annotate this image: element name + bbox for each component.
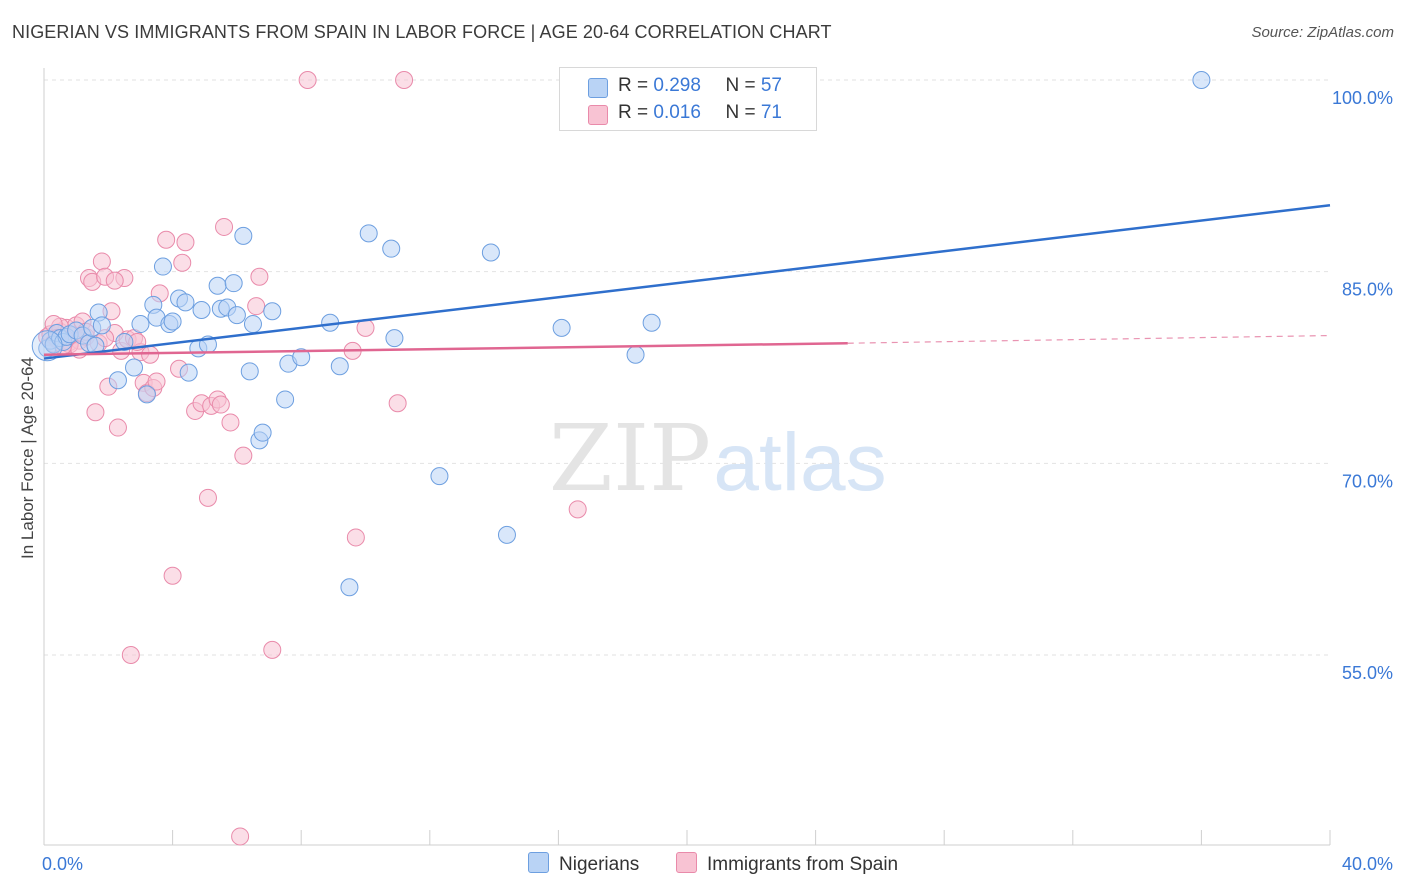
data-point-spain	[298, 71, 317, 89]
data-point-nigerians	[292, 348, 311, 367]
y-tick-label: 100.0%	[1332, 88, 1393, 108]
bottom-legend-swatch-nigerians	[528, 852, 549, 873]
data-point-nigerians	[330, 357, 349, 376]
data-point-spain	[231, 827, 250, 846]
data-point-nigerians	[276, 390, 295, 409]
data-point-nigerians	[125, 358, 144, 377]
data-point-spain	[234, 446, 253, 465]
data-point-spain	[173, 253, 192, 272]
data-point-spain	[86, 403, 105, 422]
watermark-zip: ZIP	[549, 405, 711, 512]
y-tick-label: 70.0%	[1342, 471, 1393, 491]
data-point-nigerians	[227, 306, 246, 325]
data-point-nigerians	[179, 363, 198, 382]
legend-r-label: R =	[618, 102, 654, 123]
x-tick-label: 0.0%	[42, 854, 83, 874]
data-point-spain	[250, 267, 269, 286]
data-point-nigerians	[626, 345, 645, 364]
data-point-nigerians	[481, 243, 500, 262]
bottom-legend-label-nigerians: Nigerians	[559, 854, 640, 875]
legend-swatch-nigerians	[588, 78, 608, 98]
data-point-spain	[176, 233, 195, 252]
x-tick-label: 40.0%	[1342, 854, 1393, 874]
source-label: Source: ZipAtlas.com	[1251, 24, 1394, 41]
tick-labels: 100.0% 85.0% 70.0% 55.0% 0.0% 40.0%	[42, 88, 1393, 874]
data-point-nigerians	[153, 257, 172, 276]
data-point-spain	[568, 500, 587, 519]
data-point-nigerians	[192, 301, 211, 319]
data-point-spain	[247, 297, 266, 316]
data-point-nigerians	[224, 274, 243, 293]
data-point-nigerians	[253, 423, 272, 442]
data-point-spain	[263, 640, 282, 659]
data-point-spain	[163, 566, 182, 585]
data-point-spain	[147, 372, 166, 391]
data-point-spain	[211, 395, 230, 414]
data-point-spain	[215, 217, 234, 236]
trend-line-spain-extension	[847, 334, 1331, 344]
data-point-spain	[346, 528, 365, 547]
correlation-legend: R = 0.298 N = 57 R = 0.016 N = 71	[559, 67, 817, 131]
data-point-nigerians	[497, 525, 516, 544]
data-point-nigerians	[385, 329, 404, 348]
y-axis-label: In Labor Force | Age 20-64	[18, 357, 37, 559]
data-point-nigerians	[340, 578, 359, 597]
data-point-spain	[157, 230, 176, 249]
legend-r-label: R =	[618, 75, 654, 96]
data-point-nigerians	[131, 315, 150, 334]
data-point-nigerians	[263, 302, 282, 321]
trend-lines	[43, 203, 1331, 360]
legend-n-label: N =	[725, 75, 761, 96]
data-point-nigerians	[115, 332, 134, 351]
data-point-nigerians	[163, 312, 182, 331]
data-point-nigerians-cluster	[31, 330, 63, 362]
trend-line-spain	[43, 341, 848, 356]
bottom-legend-swatch-spain	[676, 852, 697, 873]
data-point-nigerians	[642, 313, 661, 332]
data-point-spain	[198, 488, 217, 507]
data-point-spain	[395, 71, 414, 89]
data-point-nigerians	[92, 316, 111, 335]
bottom-legend-spain: Immigrants from Spain	[676, 852, 898, 876]
data-point-spain	[108, 418, 127, 437]
legend-n-value-spain: 71	[760, 102, 782, 123]
data-point-nigerians	[1192, 71, 1211, 89]
data-point-nigerians	[240, 362, 259, 381]
series-nigerians-points	[31, 71, 1211, 597]
legend-r-value-nigerians: 0.298	[653, 75, 701, 96]
y-tick-label: 85.0%	[1342, 280, 1393, 300]
data-point-spain	[221, 413, 240, 432]
data-point-nigerians	[108, 371, 127, 390]
axes	[43, 68, 1331, 846]
data-point-nigerians	[176, 293, 195, 312]
bottom-legend-label-spain: Immigrants from Spain	[707, 854, 899, 875]
legend-n-value-nigerians: 57	[760, 75, 782, 96]
data-point-nigerians	[382, 239, 401, 258]
grid-lines	[44, 79, 1330, 656]
data-point-nigerians	[234, 226, 253, 245]
legend-r-value-spain: 0.016	[653, 102, 701, 123]
data-point-spain	[105, 271, 124, 290]
bottom-legend-nigerians: Nigerians	[528, 852, 639, 876]
y-tick-label: 55.0%	[1342, 663, 1393, 683]
chart-title: NIGERIAN VS IMMIGRANTS FROM SPAIN IN LAB…	[12, 22, 832, 42]
data-point-nigerians	[552, 318, 571, 337]
legend-n-label: N =	[725, 102, 761, 123]
data-point-spain	[141, 345, 160, 364]
data-point-nigerians	[137, 385, 156, 404]
watermark-atlas: atlas	[713, 417, 886, 508]
data-point-nigerians	[243, 315, 262, 334]
trend-line-nigerians	[43, 203, 1331, 360]
watermark: ZIP atlas	[549, 405, 887, 512]
data-point-nigerians	[208, 276, 227, 295]
legend-swatch-spain	[588, 105, 608, 125]
data-point-nigerians	[359, 224, 378, 243]
data-point-spain	[92, 252, 111, 271]
data-point-nigerians	[430, 467, 449, 486]
data-point-spain	[388, 394, 407, 413]
data-point-spain	[121, 646, 140, 664]
